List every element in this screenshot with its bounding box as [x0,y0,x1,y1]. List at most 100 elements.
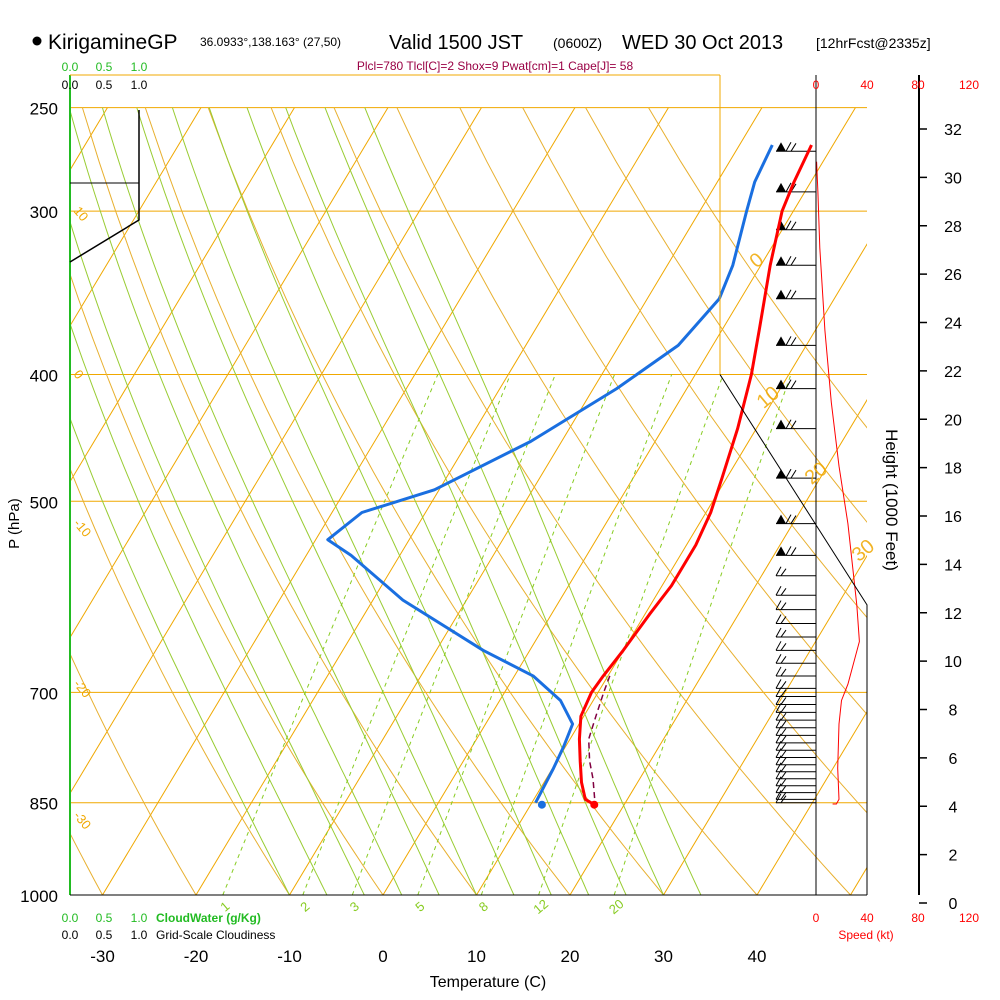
top-cloudwater-tick: 0.0 [62,60,79,74]
speed-tick-bottom: 120 [959,911,979,925]
wind-barb-pennant [776,546,786,556]
wind-envelope-line [719,374,868,895]
wind-barb-flag [775,790,782,800]
wind-barb-flag [780,712,787,721]
wind-barb-flag [775,586,782,596]
cloudwater-label: CloudWater (g/Kg) [156,911,261,925]
pressure-tick-label: 500 [30,493,58,512]
wind-barb [776,220,816,231]
wind-barb-flag [790,143,797,152]
temperature-tick-label: 30 [654,947,673,966]
height-tick-label: 2 [949,848,958,865]
wind-barb-flag [780,757,787,765]
wind-barb-flag [790,337,797,346]
speed-tick-bottom: 0 [813,911,820,925]
wind-barb-flag [775,641,782,651]
wind-barb-flag [780,602,787,610]
wind-barb-flag [775,755,782,765]
wind-barb-flag [780,681,787,689]
wind-barb-flag [790,515,797,524]
pressure-tick-label: 700 [30,684,58,703]
dry-adiabat-line [648,107,867,429]
wind-barb-pennant [776,419,786,429]
wind-barb [775,718,816,729]
wind-barb-flag [775,600,782,610]
dry-adiabat-line [585,107,867,523]
cloudwater-tick: 0.5 [96,911,113,925]
wind-barb [775,776,816,787]
isotherm-line [756,710,867,895]
isotherm-label: 20 [801,458,832,489]
top-cloudiness-tick: 1.0 [131,78,148,92]
wind-barb-flag [780,764,787,773]
wind-barb-flag [780,742,787,751]
pressure-tick-label: 250 [30,100,58,119]
wind-barb-flag [790,469,797,479]
wind-barb-flag [775,703,782,713]
temperature-tick-label: -20 [184,947,209,966]
wind-barb [775,679,816,689]
wind-barb [775,627,816,638]
wind-barb-flag [785,220,792,231]
height-tick-label: 26 [944,267,962,284]
wind-barb-flag [780,643,787,651]
height-tick-label: 28 [944,219,962,236]
wind-barb [775,600,816,611]
surface-dewpoint-dot [537,800,546,809]
cloudiness-tick: 0.5 [96,928,113,942]
wind-barb-flag [780,795,787,803]
wind-barb-flag [780,616,787,624]
grid-lines [70,107,867,895]
height-tick-label: 30 [944,170,962,187]
wind-barb-flag [785,419,792,429]
temperature-tick-label: 0 [378,947,387,966]
wind-barb-flag [785,182,792,193]
wind-barb [775,748,816,759]
height-tick-label: 16 [944,509,962,526]
speed-tick-top: 80 [911,78,925,92]
axes [69,74,927,904]
wind-barb-flag [785,336,792,346]
moist-adiabat-line [136,107,477,895]
top-cloudwater-tick: 1.0 [131,60,148,74]
moist-adiabat-line [171,107,515,895]
wind-barb-flag [785,468,792,479]
wind-barb [776,256,816,266]
moist-adiabat-line [101,107,440,895]
dry-adiabat-line [333,107,851,895]
height-tick-label: 6 [949,751,958,768]
moist-adiabat-line [285,107,627,895]
wind-barb [775,733,816,744]
dewpoint-line [326,144,774,804]
wind-barb [775,755,816,766]
wind-barb-flag [790,221,797,231]
pressure-tick-label: 850 [30,795,58,814]
station-coords: 36.0933°,138.163° (27,50) [200,35,341,49]
wind-barb [775,726,816,736]
dry-adiabat-line [459,107,867,716]
speed-tick-top: 40 [860,78,874,92]
height-tick-label: 4 [949,799,958,816]
zulu-time: (0600Z) [553,35,602,51]
wind-barb-flag [775,793,782,803]
mixing-ratio-label: 2 [297,899,312,915]
temperature-line [577,144,813,806]
wind-barb-flag [790,257,797,266]
top-cloudiness-tick: 0.0 [62,78,79,92]
wind-barb [775,566,816,577]
isotherm-line [195,107,669,895]
wind-barb-pennant [776,514,786,524]
wind-barb-flag [780,750,787,758]
speed-axis-title: Speed (kt) [838,928,893,942]
wind-barb-flag [780,728,787,736]
wind-barb-flag [780,792,787,800]
wind-barb-flag [775,666,782,677]
wind-barb [775,614,816,624]
valid-time: Valid 1500 JST [389,32,523,54]
wind-barb-flag [785,514,792,524]
stability-indices: Plcl=780 Tlcl[C]=2 Shox=9 Pwat[cm]=1 Cap… [357,59,634,73]
wind-barb-flag [780,771,787,780]
